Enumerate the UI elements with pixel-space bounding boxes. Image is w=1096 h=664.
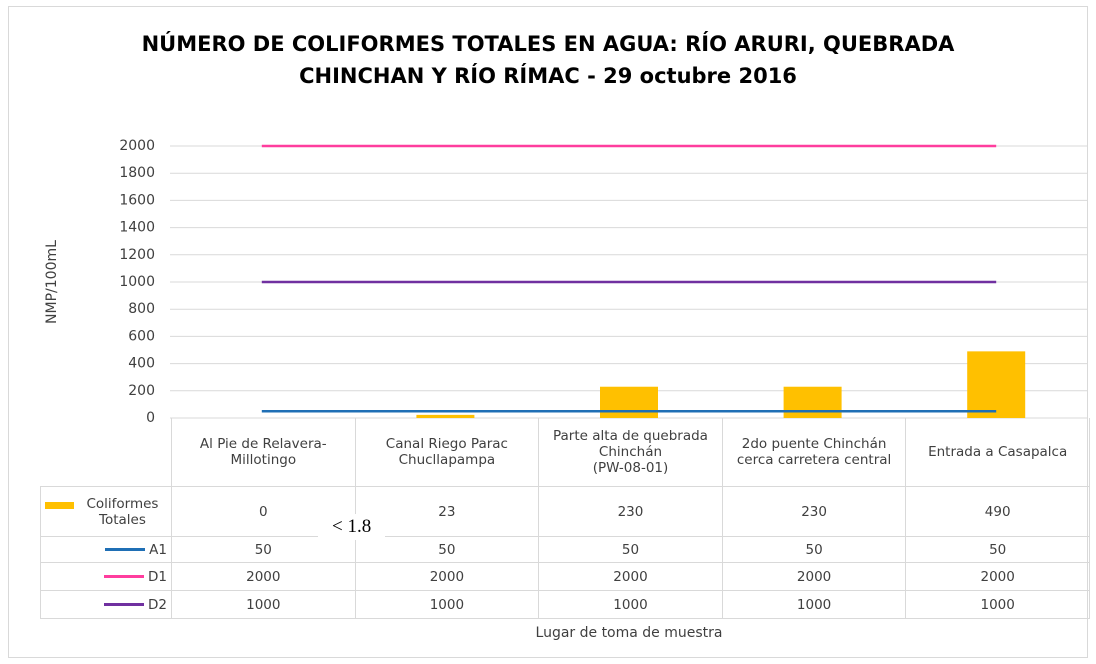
legend-swatch [105,548,146,551]
legend-entry: D2 [45,597,167,613]
table-value: 50 [354,536,540,563]
table-header-row: Al Pie de Relavera- Millotingo Canal Rieg… [40,418,1090,487]
bar [416,414,475,418]
category-label: Entrada a Casapalca [905,418,1090,487]
legend-cell: A1 [40,536,172,563]
legend-cell: D1 [40,562,172,591]
category-label: Canal Riego Parac Chucllapampa [354,418,540,487]
legend-swatch [104,603,145,606]
y-tick-label: 1600 [119,192,155,208]
y-tick-label: 1200 [119,247,155,263]
table-value: 1000 [905,590,1090,619]
table-row: A1 50 50 50 50 50 [40,536,1090,563]
legend-label: D1 [148,568,167,585]
table-value: 50 [538,536,723,563]
legend-swatch [45,501,74,509]
x-axis-label: Lugar de toma de muestra [535,625,723,641]
table-value: 1000 [721,590,907,619]
table-corner [40,418,172,487]
y-tick-label: 800 [128,301,155,317]
y-tick-label: 1800 [119,165,155,181]
bar [783,386,842,418]
table-value: 1000 [538,590,723,619]
table-value: 50 [721,536,907,563]
y-tick-label: 200 [128,383,155,399]
table-value: 2000 [171,562,356,591]
table-row: Coliformes Totales 0 23 230 230 490 [40,486,1090,537]
chart-title: NÚMERO DE COLIFORMES TOTALES EN AGUA: RÍ… [141,32,955,88]
chart-frame [8,6,1088,658]
y-tick-label: 1400 [119,220,155,236]
table-value: 2000 [538,562,723,591]
table-value: 230 [538,486,723,537]
category-label: Al Pie de Relavera- Millotingo [171,418,356,487]
table-value: 1000 [354,590,540,619]
legend-swatch [104,575,145,578]
legend-entry: Coliformes Totales [45,496,167,528]
table-row: D1 2000 2000 2000 2000 2000 [40,562,1090,591]
table-value: 490 [905,486,1090,537]
table-value: 230 [721,486,907,537]
bar [600,386,658,418]
y-tick-label: 2000 [119,138,155,154]
y-axis-label: NMP/100mL [44,240,60,324]
table-value: 2000 [905,562,1090,591]
annotation: < 1.8 [318,514,386,540]
legend-label: A1 [149,541,167,558]
bar [967,351,1026,418]
table-value: 1000 [171,590,356,619]
table-value: 50 [171,536,356,563]
y-tick-label: 400 [128,356,155,372]
table-value: 23 [354,486,540,537]
legend-cell: Coliformes Totales [40,486,172,537]
table-value: 50 [905,536,1090,563]
legend-entry: D1 [45,569,167,585]
legend-cell: D2 [40,590,172,619]
legend-entry: A1 [45,542,167,558]
legend-label: Coliformes Totales [86,495,159,528]
category-label: 2do puente Chinchán cerca carretera cent… [721,418,907,487]
table-value: 2000 [354,562,540,591]
data-table: Al Pie de Relavera- Millotingo Canal Rieg… [40,418,1090,619]
category-label: Parte alta de quebrada Chinchán (PW-08-0… [538,418,723,487]
y-tick-label: 600 [128,328,155,344]
legend-label: D2 [148,596,167,613]
table-value: 2000 [721,562,907,591]
y-tick-label: 1000 [119,274,155,290]
table-row: D2 1000 1000 1000 1000 1000 [40,590,1090,619]
